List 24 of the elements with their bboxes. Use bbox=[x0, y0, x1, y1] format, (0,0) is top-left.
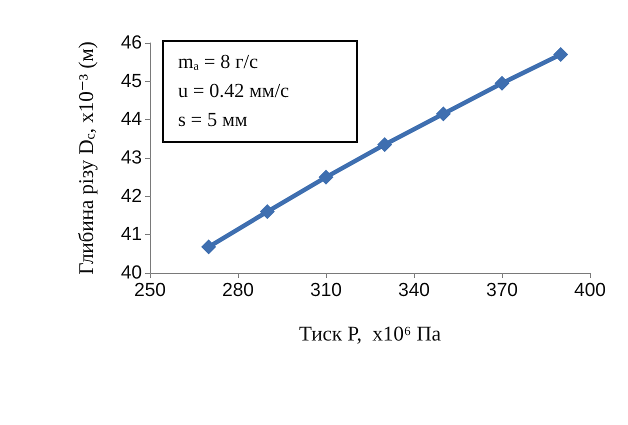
annotation: mₐ = 8 г/с bbox=[178, 50, 259, 75]
y-tick-label: 45 bbox=[120, 70, 142, 92]
y-tick-label: 42 bbox=[120, 186, 142, 207]
y-axis-title: Глибина різу Dc, x10⁻³ (м) bbox=[74, 41, 98, 275]
annotation: s = 5 мм bbox=[178, 108, 248, 133]
point bbox=[201, 239, 216, 254]
point bbox=[318, 170, 334, 185]
x-tick-label: 400 bbox=[574, 280, 606, 301]
x-tick-label: 310 bbox=[310, 280, 342, 301]
point bbox=[553, 47, 568, 62]
point bbox=[377, 137, 392, 152]
x-tick-label: 280 bbox=[222, 280, 254, 301]
note-box: mₐ = 8 г/с u = 0.42 мм/с s = 5 мм bbox=[162, 40, 358, 143]
y-tick-label: 44 bbox=[120, 109, 142, 130]
y-tick-label: 46 bbox=[120, 32, 142, 54]
y-tick-label: 41 bbox=[120, 224, 142, 246]
point bbox=[260, 204, 275, 220]
x-axis-title: Тиск P, x10⁶ Па bbox=[299, 322, 442, 346]
x-tick-label: 370 bbox=[486, 280, 518, 301]
y-tick-label: 43 bbox=[120, 148, 142, 168]
annotation: u = 0.42 мм/с bbox=[178, 79, 290, 104]
x-tick-label: 340 bbox=[398, 280, 430, 301]
point bbox=[494, 76, 510, 91]
point bbox=[436, 106, 451, 122]
